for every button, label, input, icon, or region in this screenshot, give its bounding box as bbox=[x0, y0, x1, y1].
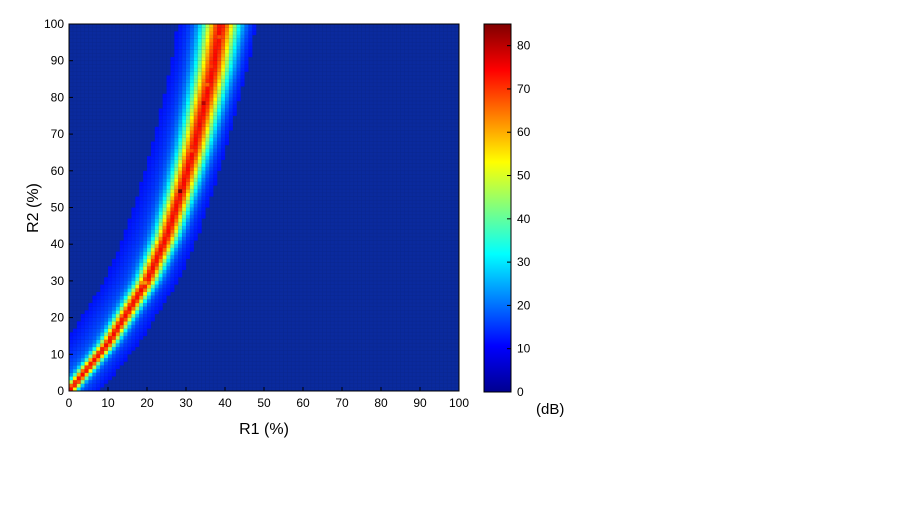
heatmap-cell-grid bbox=[69, 24, 459, 391]
y-tick-label: 90 bbox=[51, 54, 65, 68]
x-tick-label: 60 bbox=[296, 396, 310, 410]
x-tick-label: 40 bbox=[218, 396, 232, 410]
x-tick-label: 20 bbox=[140, 396, 154, 410]
x-tick-label: 50 bbox=[257, 396, 271, 410]
colorbar-tick-label: 0 bbox=[517, 385, 524, 399]
y-tick-label: 20 bbox=[51, 311, 65, 325]
y-tick-label: 50 bbox=[51, 201, 65, 215]
x-axis-label: R1 (%) bbox=[239, 421, 289, 438]
colorbar-tick-label: 70 bbox=[517, 82, 531, 96]
colorbar-tick-label: 20 bbox=[517, 298, 531, 312]
colorbar-tick-label: 30 bbox=[517, 255, 531, 269]
y-tick-label: 40 bbox=[51, 237, 65, 251]
y-tick-label: 70 bbox=[51, 127, 65, 141]
x-tick-label: 10 bbox=[101, 396, 115, 410]
y-axis: 0 10 20 30 40 50 60 70 80 90 100 bbox=[44, 17, 73, 398]
y-tick-label: 60 bbox=[51, 164, 65, 178]
x-tick-label: 80 bbox=[374, 396, 388, 410]
y-tick-label: 100 bbox=[44, 17, 64, 31]
y-tick-label: 10 bbox=[51, 347, 65, 361]
colorbar-tick-label: 10 bbox=[517, 342, 531, 356]
colorbar: 0 10 20 30 40 50 60 70 80 (dB) bbox=[483, 23, 564, 418]
colorbar-ticks: 0 10 20 30 40 50 60 70 80 bbox=[507, 39, 531, 399]
x-tick-label: 30 bbox=[179, 396, 193, 410]
colorbar-tick-label: 50 bbox=[517, 169, 531, 183]
y-tick-label: 0 bbox=[57, 384, 64, 398]
colorbar-gradient bbox=[483, 23, 512, 393]
x-axis: 0 10 20 30 40 50 60 70 80 90 100 bbox=[66, 387, 469, 410]
colorbar-tick-label: 80 bbox=[517, 39, 531, 53]
heatmap-plot-area bbox=[68, 23, 460, 392]
y-axis-label: R2 (%) bbox=[25, 183, 42, 233]
y-tick-label: 80 bbox=[51, 90, 65, 104]
x-tick-label: 70 bbox=[335, 396, 349, 410]
colorbar-tick-label: 40 bbox=[517, 212, 531, 226]
x-tick-label: 100 bbox=[449, 396, 469, 410]
colorbar-tick-label: 60 bbox=[517, 125, 531, 139]
x-tick-label: 90 bbox=[413, 396, 427, 410]
colorbar-unit-label: (dB) bbox=[536, 401, 564, 418]
y-tick-label: 30 bbox=[51, 274, 65, 288]
x-tick-label: 0 bbox=[66, 396, 73, 410]
